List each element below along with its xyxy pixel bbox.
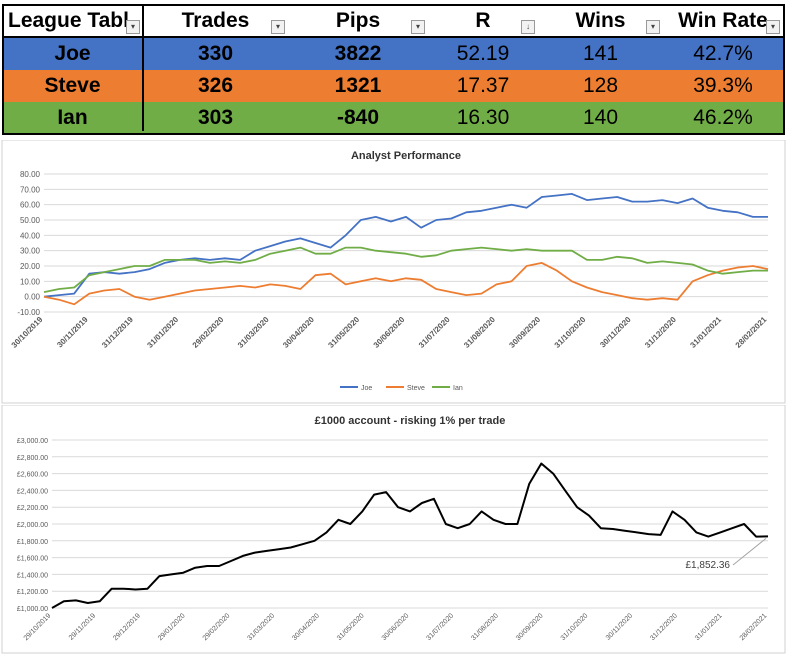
win-rate-cell[interactable]: 39.3% [663, 70, 783, 102]
table-header-divider [2, 36, 783, 38]
chart-title: £1000 account - risking 1% per trade [315, 415, 506, 427]
r-cell[interactable]: 16.30 [428, 102, 538, 134]
y-tick-label: -10.00 [17, 308, 40, 317]
series-line-balance [51, 462, 769, 609]
chart-frame [1, 405, 786, 654]
trades-cell[interactable]: 326 [143, 70, 288, 102]
legend-label-ian: Ian [453, 385, 463, 392]
header-cell: Trades ▾ [143, 4, 288, 38]
table-row: Steve 326 1321 17.37 128 39.3% [2, 70, 783, 102]
trades-cell[interactable]: 303 [143, 102, 288, 134]
legend-label-steve: Steve [407, 385, 425, 392]
name-cell[interactable]: Joe [2, 38, 143, 70]
y-tick-label: £2,000.00 [17, 522, 48, 529]
annotation-leader-line [732, 538, 767, 566]
header-cell: Win Rate ▾ [663, 4, 783, 38]
header-label: R [475, 9, 491, 32]
series-line-ian [43, 246, 768, 293]
win-rate-cell[interactable]: 46.2% [663, 102, 783, 134]
y-tick-label: 10.00 [20, 277, 41, 286]
header-label: League Tabl [8, 9, 129, 32]
series-line-joe [43, 193, 768, 298]
y-tick-label: £1,000.00 [17, 606, 48, 613]
pips-cell[interactable]: -840 [288, 102, 428, 134]
y-tick-label: £1,800.00 [17, 539, 48, 546]
pips-cell[interactable]: 1321 [288, 70, 428, 102]
header-label: Trades [181, 9, 250, 32]
filter-dropdown-icon[interactable]: ▾ [411, 20, 425, 34]
y-tick-label: £2,200.00 [17, 505, 48, 512]
win-rate-cell[interactable]: 42.7% [663, 38, 783, 70]
r-cell[interactable]: 52.19 [428, 38, 538, 70]
league-table: League Tabl ▾ Trades ▾ Pips ▾ R ↓ Wins ▾ Win … [2, 4, 783, 134]
header-cell: Pips ▾ [288, 4, 428, 38]
y-tick-label: 40.00 [20, 231, 41, 240]
header-cell: R ↓ [428, 4, 538, 38]
y-tick-label: 70.00 [20, 185, 41, 194]
y-tick-label: £1,200.00 [17, 589, 48, 596]
table-header-row: League Tabl ▾ Trades ▾ Pips ▾ R ↓ Wins ▾ Win … [2, 4, 783, 38]
filter-dropdown-icon[interactable]: ▾ [646, 20, 660, 34]
filter-dropdown-icon[interactable]: ▾ [766, 20, 780, 34]
y-tick-label: £1,600.00 [17, 556, 48, 563]
wins-cell[interactable]: 128 [538, 70, 663, 102]
y-tick-label: £2,600.00 [17, 472, 48, 479]
y-tick-label: 80.00 [20, 170, 41, 179]
r-cell[interactable]: 17.37 [428, 70, 538, 102]
filter-dropdown-icon[interactable]: ▾ [126, 20, 140, 34]
table-row: Joe 330 3822 52.19 141 42.7% [2, 38, 783, 70]
header-label: Pips [335, 9, 381, 32]
y-tick-label: £1,400.00 [17, 572, 48, 579]
end-value-annotation: £1,852.36 [686, 560, 731, 571]
pips-cell[interactable]: 3822 [288, 38, 428, 70]
legend-label-joe: Joe [361, 385, 372, 392]
series-line-steve [43, 262, 769, 306]
analyst-performance-chart[interactable]: Analyst Performance -10.00 0.00 10.00 20.00 3… [0, 140, 788, 405]
y-tick-label: 20.00 [20, 262, 41, 271]
table-column-divider [142, 4, 144, 131]
trades-cell[interactable]: 330 [143, 38, 288, 70]
y-tick-label: 60.00 [20, 201, 41, 210]
y-tick-label: £2,800.00 [17, 455, 48, 462]
header-label: Win Rate [678, 9, 768, 32]
chart-title: Analyst Performance [351, 150, 461, 162]
wins-cell[interactable]: 141 [538, 38, 663, 70]
y-tick-label: 50.00 [20, 216, 41, 225]
sort-filter-icon[interactable]: ↓ [521, 20, 535, 34]
name-cell[interactable]: Steve [2, 70, 143, 102]
y-tick-label: £3,000.00 [17, 438, 48, 445]
y-tick-label: 30.00 [20, 247, 41, 256]
filter-dropdown-icon[interactable]: ▾ [271, 20, 285, 34]
header-cell: Wins ▾ [538, 4, 663, 38]
chart-frame [1, 140, 786, 404]
y-tick-label: 0.00 [24, 293, 40, 302]
wins-cell[interactable]: 140 [538, 102, 663, 134]
table-row: Ian 303 -840 16.30 140 46.2% [2, 102, 783, 134]
name-cell[interactable]: Ian [2, 102, 143, 134]
header-label: Wins [575, 9, 626, 32]
y-tick-label: £2,400.00 [17, 488, 48, 495]
header-cell: League Tabl ▾ [2, 4, 143, 38]
account-balance-chart[interactable]: £1000 account - risking 1% per trade £1,0… [0, 405, 788, 655]
